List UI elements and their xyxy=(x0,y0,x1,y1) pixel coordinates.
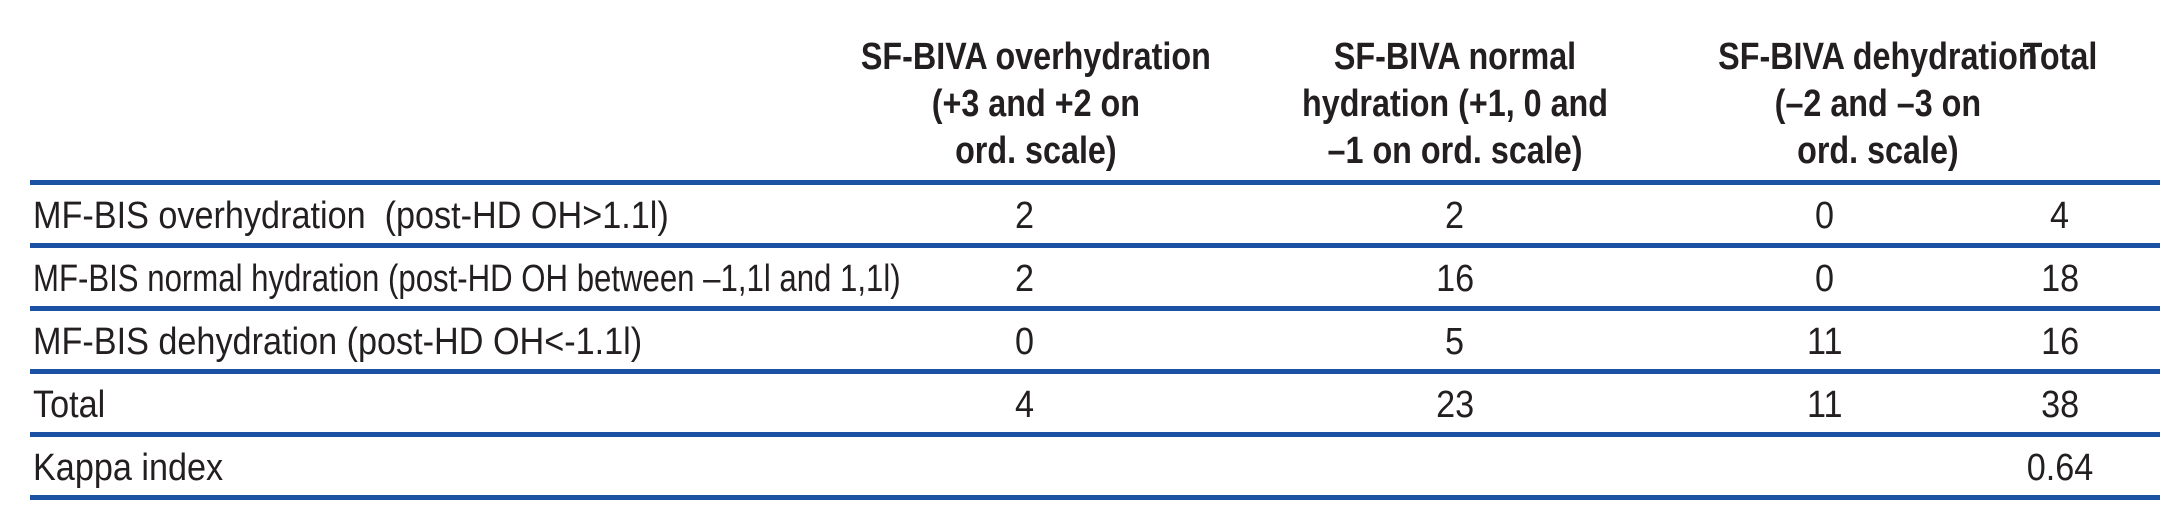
row-label-mfbis-overhydration: MF-BIS overhydration (post-HD OH>1.1l) xyxy=(30,182,830,248)
row-label-text: MF-BIS dehydration (post-HD OH<-1.1l) xyxy=(33,321,643,363)
cell-value: 18 xyxy=(2040,258,2080,300)
cell-value: 4 xyxy=(1015,384,1035,426)
cell-value: 2 xyxy=(1015,195,1035,237)
cell-value: 5 xyxy=(1445,321,1465,363)
cell-dehydration-dehydration: 11 xyxy=(1690,308,1960,374)
table-row-mfbis-overhydration: MF-BIS overhydration (post-HD OH>1.1l) 2… xyxy=(30,182,2160,248)
row-label-kappa-index: Kappa index xyxy=(30,434,830,500)
cell-total-total: 38 xyxy=(1960,371,2160,437)
cell-normal-total: 18 xyxy=(1960,245,2160,311)
cell-kappa-dehydration xyxy=(1690,434,1960,500)
row-label-total: Total xyxy=(30,371,830,437)
header-row: SF-BIVA overhydration (+3 and +2 on ord.… xyxy=(30,0,2160,185)
cell-value: 0 xyxy=(1815,258,1835,300)
header-col-normal-hydration: SF-BIVA normal hydration (+1, 0 and –1 o… xyxy=(1220,0,1690,185)
cell-kappa-normal xyxy=(1220,434,1690,500)
cell-normal-dehydration: 0 xyxy=(1690,245,1960,311)
cell-value: 0.64 xyxy=(2026,447,2094,489)
cell-value: 38 xyxy=(2040,384,2080,426)
cell-dehydration-total: 16 xyxy=(1960,308,2160,374)
header-col-total-label: Total xyxy=(2022,36,2098,78)
header-col-overhydration: SF-BIVA overhydration (+3 and +2 on ord.… xyxy=(830,0,1220,185)
table-row-total: Total 4 23 11 38 xyxy=(30,371,2160,437)
cell-dehydration-overhydration: 0 xyxy=(830,308,1220,374)
cell-total-dehydration: 11 xyxy=(1690,371,1960,437)
cell-normal-normal: 16 xyxy=(1220,245,1690,311)
cell-value: 11 xyxy=(1807,321,1843,363)
cell-total-normal: 23 xyxy=(1220,371,1690,437)
header-col-dehydration-label: SF-BIVA dehydration (–2 and –3 on ord. s… xyxy=(1718,36,2038,172)
row-label-mfbis-normal-hydration: MF-BIS normal hydration (post-HD OH betw… xyxy=(30,245,901,311)
header-row-label-spacer xyxy=(30,0,830,185)
cell-value: 0 xyxy=(1015,321,1035,363)
cell-overhydration-dehydration: 0 xyxy=(1690,182,1960,248)
cell-overhydration-normal: 2 xyxy=(1220,182,1690,248)
cell-overhydration-overhydration: 2 xyxy=(830,182,1220,248)
cell-value: 2 xyxy=(1445,195,1465,237)
row-label-text: Kappa index xyxy=(33,447,224,489)
header-col-overhydration-label: SF-BIVA overhydration (+3 and +2 on ord.… xyxy=(860,36,1211,172)
row-label-text: Total xyxy=(33,384,106,426)
row-label-text: MF-BIS overhydration (post-HD OH>1.1l) xyxy=(33,195,669,237)
cell-normal-overhydration: 2 xyxy=(830,245,1220,311)
table-row-mfbis-dehydration: MF-BIS dehydration (post-HD OH<-1.1l) 0 … xyxy=(30,308,2160,374)
cell-value: 11 xyxy=(1807,384,1843,426)
cell-total-overhydration: 4 xyxy=(830,371,1220,437)
table-row-kappa-index: Kappa index 0.64 xyxy=(30,434,2160,500)
row-label-mfbis-dehydration: MF-BIS dehydration (post-HD OH<-1.1l) xyxy=(30,308,830,374)
cell-value: 2 xyxy=(1015,258,1035,300)
table-row-mfbis-normal-hydration: MF-BIS normal hydration (post-HD OH betw… xyxy=(30,245,2160,311)
header-col-total: Total xyxy=(1960,0,2160,185)
header-col-normal-hydration-label: SF-BIVA normal hydration (+1, 0 and –1 o… xyxy=(1301,36,1609,172)
row-label-text: MF-BIS normal hydration (post-HD OH betw… xyxy=(33,258,901,300)
cell-value: 4 xyxy=(2050,195,2070,237)
cell-value: 16 xyxy=(2040,321,2080,363)
cell-value: 0 xyxy=(1815,195,1835,237)
header-col-dehydration: SF-BIVA dehydration (–2 and –3 on ord. s… xyxy=(1690,0,2038,185)
cell-value: 23 xyxy=(1435,384,1475,426)
cell-kappa-overhydration xyxy=(830,434,1220,500)
cell-value: 16 xyxy=(1435,258,1475,300)
cell-dehydration-normal: 5 xyxy=(1220,308,1690,374)
cell-overhydration-total: 4 xyxy=(1960,182,2160,248)
cell-kappa-total: 0.64 xyxy=(1960,434,2160,500)
concordance-table: SF-BIVA overhydration (+3 and +2 on ord.… xyxy=(30,0,2160,500)
